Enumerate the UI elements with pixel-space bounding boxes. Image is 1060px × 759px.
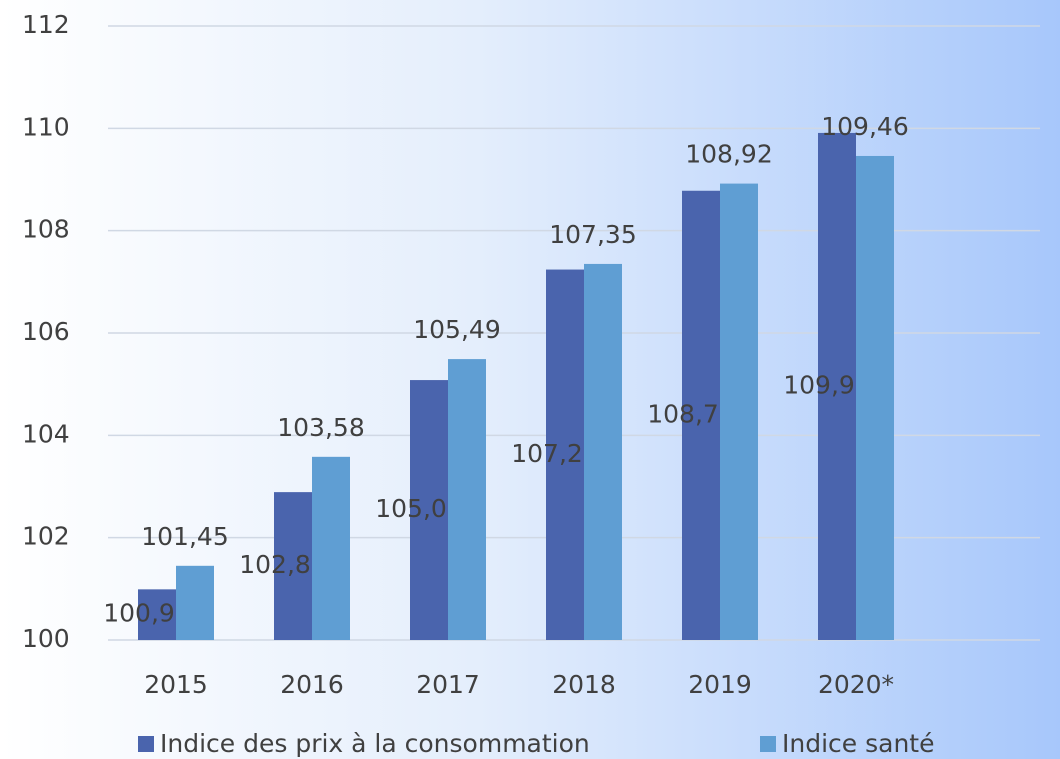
bar (682, 190, 720, 641)
bar (720, 183, 758, 641)
y-tick-label: 102 (22, 522, 70, 551)
bar (410, 380, 448, 640)
y-tick-label: 106 (22, 317, 70, 346)
data-label: 101,45 (141, 522, 228, 551)
y-tick-label: 108 (22, 215, 70, 244)
x-tick-label: 2020* (818, 670, 894, 699)
bar (818, 132, 856, 640)
x-tick-label: 2019 (688, 670, 752, 699)
data-label: 105,49 (413, 315, 500, 344)
bar (546, 269, 584, 640)
data-label: 107,35 (549, 220, 636, 249)
bar (312, 456, 350, 640)
x-tick-label: 2018 (552, 670, 616, 699)
x-tick-label: 2017 (416, 670, 480, 699)
data-label: 108,92 (685, 140, 772, 169)
x-tick-label: 2015 (144, 670, 208, 699)
x-tick-label: 2016 (280, 670, 344, 699)
y-tick-label: 112 (22, 10, 70, 39)
bar (138, 589, 176, 640)
y-tick-label: 100 (22, 624, 70, 653)
bar (448, 359, 486, 640)
legend-swatch (138, 736, 154, 752)
legend-label: Indice des prix à la consommation (160, 729, 590, 758)
bar (584, 263, 622, 640)
y-tick-label: 104 (22, 419, 70, 448)
bar (176, 565, 214, 640)
bar (856, 155, 894, 641)
bar (274, 492, 312, 640)
data-label: 103,58 (277, 413, 364, 442)
legend-label: Indice santé (782, 729, 934, 758)
y-tick-label: 110 (22, 112, 70, 141)
legend-swatch (760, 736, 776, 752)
data-label: 109,46 (821, 112, 908, 141)
